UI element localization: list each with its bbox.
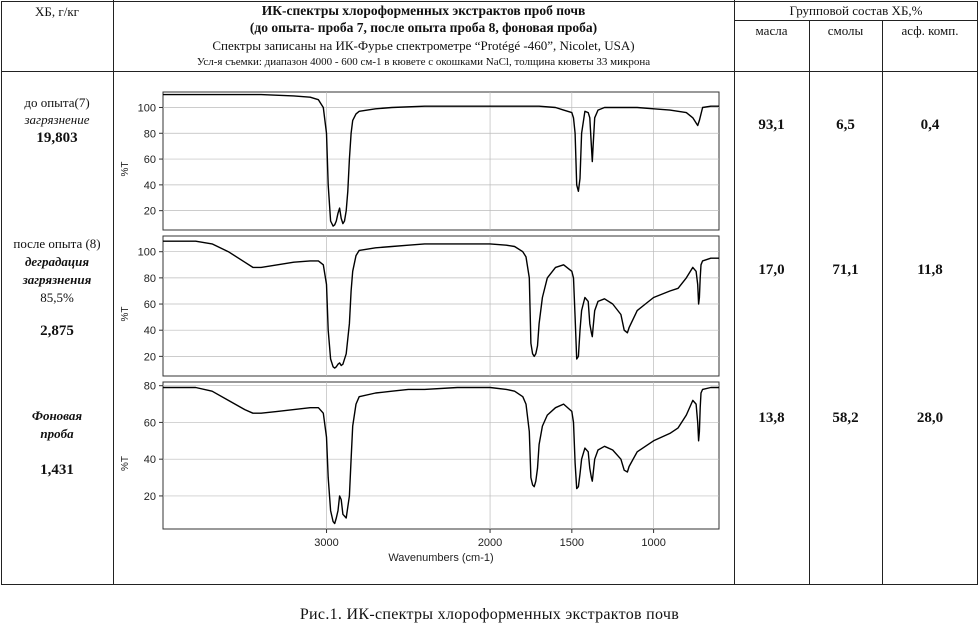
- spectra-svg: 20 40 60 80 100 %T 20 40 60 80 100 %T 20 40 60 80 %T 3000…: [120, 91, 720, 564]
- divider-group-header: [734, 20, 978, 21]
- table-frame: [1, 1, 978, 585]
- panel-1-frame: [162, 235, 720, 377]
- divider-col3: [809, 20, 810, 585]
- row-2-value-2: 28,0: [916, 410, 944, 426]
- title-line3: Спектры записаны на ИК-Фурье спектрометр…: [212, 38, 635, 53]
- page-title: ИК-спектры хлороформенных экстрактов про…: [261, 3, 586, 18]
- panel-2-ytick-label-3: 80: [144, 381, 156, 393]
- divider-col1: [113, 0, 114, 585]
- row-2-value-0: 13,8: [758, 410, 785, 426]
- panel-2-spectrum-line: [163, 386, 719, 525]
- row-1-label-1: деградация: [24, 254, 90, 269]
- subcol-oils: масла: [755, 23, 788, 38]
- panel-2-ytick-label-1: 40: [144, 454, 156, 466]
- panel-0-frame: [162, 91, 720, 231]
- row-1-value-0: 17,0: [758, 262, 785, 278]
- panel-0-ytick-label-2: 60: [144, 154, 156, 166]
- row-0-label-0: до опыта(7): [24, 95, 90, 110]
- header-hb: ХБ, г/кг: [35, 4, 79, 19]
- subcol-asph: асф. комп.: [901, 23, 959, 38]
- panel-2-frame: [162, 381, 720, 530]
- row-0-label-1: загрязнение: [24, 112, 90, 127]
- divider-col2: [734, 0, 735, 585]
- panel-1-spectrum-line: [163, 240, 719, 369]
- xtick-label-3: 1000: [641, 537, 665, 549]
- row-1-value-1: 71,1: [832, 262, 859, 278]
- panel-0-ytick-label-1: 40: [144, 180, 156, 192]
- row-2-value-1: 58,2: [832, 410, 859, 426]
- title-line2: (до опыта- проба 7, после опыта проба 8,…: [249, 20, 598, 35]
- divider-col4: [882, 20, 883, 585]
- panel-2-ytick-label-0: 20: [144, 491, 156, 503]
- figure-caption: Рис.1. ИК-спектры хлороформенных экстрак…: [299, 606, 680, 623]
- panel-1-ytick-label-0: 20: [144, 351, 156, 363]
- ir-spectra-plot: 20 40 60 80 100 %T 20 40 60 80 100 %T 20 40 60 80 %T 3000…: [113, 86, 733, 568]
- row-0-label-2: 19,803: [36, 130, 78, 146]
- panel-0-ytick-label-0: 20: [144, 206, 156, 218]
- title-line4: Усл-я съемки: диапазон 4000 - 600 см-1 в…: [196, 56, 651, 68]
- panel-1-ytick-label-2: 60: [144, 299, 156, 311]
- row-1-label-3: 85,5%: [40, 290, 74, 305]
- row-1-label-0: после опыта (8): [13, 236, 101, 251]
- xtick-label-0: 3000: [314, 537, 338, 549]
- panel-0-spectrum-line: [163, 93, 719, 227]
- panel-1-ylabel: %T: [120, 307, 131, 322]
- panel-0-ylabel: %T: [120, 162, 131, 177]
- divider-header: [1, 71, 978, 72]
- panel-1-ytick-label-1: 40: [144, 325, 156, 337]
- panel-2-ytick-label-2: 60: [144, 417, 156, 429]
- x-axis-label: Wavenumbers (cm-1): [388, 552, 493, 564]
- panel-2-ylabel: %T: [120, 456, 131, 471]
- row-2-label-1: проба: [40, 426, 74, 441]
- row-0-value-1: 6,5: [836, 117, 855, 133]
- xtick-label-1: 2000: [478, 537, 502, 549]
- row-2-label-2: 1,431: [40, 462, 74, 478]
- panel-0-ytick-label-3: 80: [144, 128, 156, 140]
- panel-0-ytick-label-4: 100: [138, 102, 156, 114]
- panel-1-ytick-label-3: 80: [144, 273, 156, 285]
- xtick-label-2: 1500: [560, 537, 584, 549]
- row-1-label-2: загрязнения: [22, 272, 92, 287]
- row-0-value-0: 93,1: [758, 117, 785, 133]
- subcol-resins: смолы: [827, 23, 864, 38]
- row-2-label-0: Фоновая: [31, 408, 83, 423]
- panel-1-ytick-label-4: 100: [138, 247, 156, 259]
- row-1-label-4: 2,875: [40, 323, 74, 339]
- row-1-value-2: 11,8: [917, 262, 943, 278]
- group-title: Групповой состав ХБ,%: [789, 3, 923, 18]
- row-0-value-2: 0,4: [920, 117, 940, 133]
